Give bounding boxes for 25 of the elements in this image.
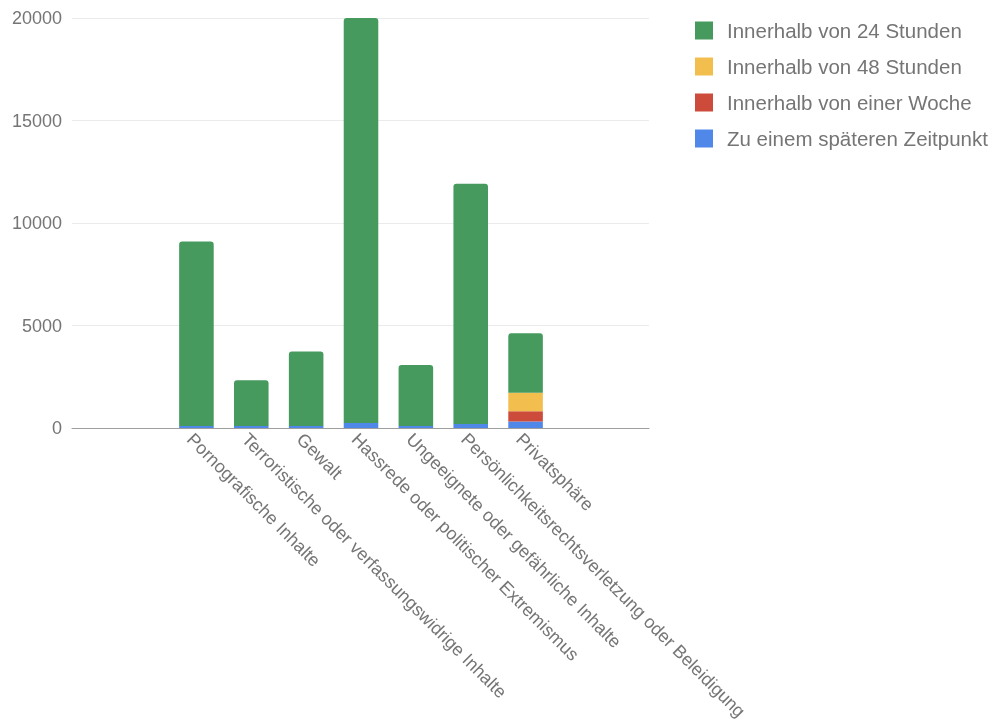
bar [453,423,488,428]
y-tick-label: 20000 [11,8,62,28]
bar [398,425,434,428]
bar [343,422,379,428]
bar [508,333,543,393]
bar [288,351,324,426]
bar [179,425,214,428]
bar [508,421,543,428]
bar [234,380,269,426]
bar [234,425,269,428]
legend-label: Zu einem späteren Zeitpunkt [727,127,989,150]
y-tick-label: 5000 [21,315,62,336]
legend-label: Innerhalb von 24 Stunden [727,19,962,42]
bar [179,241,214,426]
y-tick-label: 15000 [11,110,62,131]
bar [453,183,488,424]
legend-label: Innerhalb von 48 Stunden [727,55,962,78]
bar [343,18,379,423]
legend-label: Innerhalb von einer Woche [727,91,972,114]
bar [398,365,434,426]
y-tick-label: 0 [51,418,62,438]
y-tick-label: 10000 [11,213,62,233]
bar [508,392,543,412]
bar [288,425,324,428]
bar [508,411,543,422]
